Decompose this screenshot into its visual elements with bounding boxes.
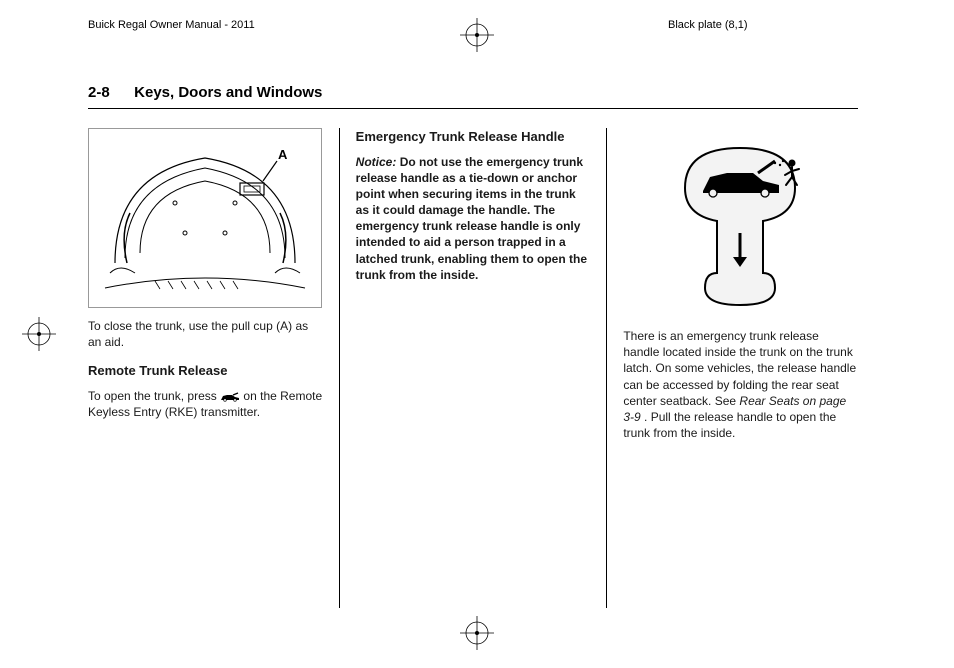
remote-trunk-release-body: To open the trunk, press on the Remote K… bbox=[88, 388, 323, 420]
trunk-open-icon bbox=[220, 392, 240, 402]
column-2: Emergency Trunk Release Handle Notice: D… bbox=[352, 128, 595, 608]
column-3: There is an emergency trunk release hand… bbox=[619, 128, 858, 608]
crop-mark-left bbox=[22, 317, 56, 351]
trunk-close-caption: To close the trunk, use the pull cup (A)… bbox=[88, 318, 323, 350]
release-handle-diagram bbox=[623, 128, 857, 318]
crop-mark-bottom bbox=[460, 616, 494, 650]
emergency-handle-notice: Notice: Do not use the emergency trunk r… bbox=[356, 154, 591, 284]
column-1: A To close the trunk, use the pull cup (… bbox=[88, 128, 327, 608]
notice-label: Notice: bbox=[356, 155, 397, 169]
remote-trunk-release-heading: Remote Trunk Release bbox=[88, 362, 323, 380]
emergency-handle-heading: Emergency Trunk Release Handle bbox=[356, 128, 591, 146]
chapter-title: Keys, Doors and Windows bbox=[134, 84, 322, 101]
content-columns: A To close the trunk, use the pull cup (… bbox=[88, 128, 858, 608]
body-pre: To open the trunk, press bbox=[88, 389, 220, 403]
column-divider-1 bbox=[339, 128, 340, 608]
trunk-diagram: A bbox=[88, 128, 322, 308]
column-divider-2 bbox=[606, 128, 607, 608]
doc-title: Buick Regal Owner Manual - 2011 bbox=[88, 19, 255, 31]
notice-text: Do not use the emergency trunk release h… bbox=[356, 155, 587, 282]
plate-label: Black plate (8,1) bbox=[668, 19, 747, 31]
crop-mark-top bbox=[460, 18, 494, 52]
page-number: 2-8 bbox=[88, 84, 110, 101]
svg-text:A: A bbox=[278, 147, 288, 162]
body-post: . Pull the release handle to open the tr… bbox=[623, 410, 836, 440]
page-header: 2-8 Keys, Doors and Windows bbox=[88, 84, 858, 109]
release-handle-body: There is an emergency trunk release hand… bbox=[623, 328, 858, 441]
